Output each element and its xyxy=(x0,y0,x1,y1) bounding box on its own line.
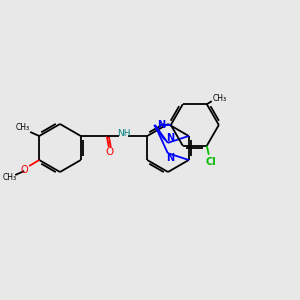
Text: N: N xyxy=(166,153,174,163)
Text: N: N xyxy=(157,120,165,130)
Text: CH₃: CH₃ xyxy=(2,172,16,182)
Text: Cl: Cl xyxy=(206,157,216,167)
Text: NH: NH xyxy=(117,128,130,137)
Text: N: N xyxy=(166,133,174,143)
Text: O: O xyxy=(20,165,28,175)
Text: O: O xyxy=(106,147,114,157)
Text: CH₃: CH₃ xyxy=(15,122,29,131)
Text: CH₃: CH₃ xyxy=(213,94,227,103)
